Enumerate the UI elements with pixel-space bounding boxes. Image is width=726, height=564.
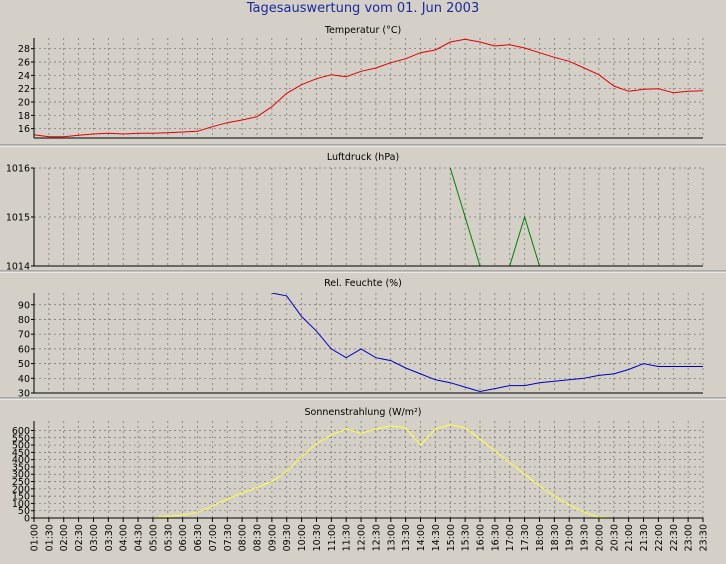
y-tick-label: 90	[18, 300, 30, 311]
y-tick-label: 0	[24, 514, 30, 525]
x-tick-label: 01:00	[30, 524, 41, 551]
x-tick-label: 16:00	[476, 524, 487, 551]
y-tick-label: 26	[18, 58, 30, 69]
x-tick-label: 04:30	[134, 524, 145, 551]
x-tick-label: 05:00	[148, 524, 159, 551]
series-line	[34, 38, 703, 138]
chart-panel-1: Temperatur (°C) 16 18 20 22 24 26 28	[18, 25, 704, 139]
y-tick-label: 400	[12, 455, 30, 466]
y-tick-label: 40	[18, 374, 30, 385]
y-tick-label: 200	[12, 484, 30, 495]
y-tick-label: 50	[18, 359, 30, 370]
series-line	[449, 168, 481, 266]
x-tick-label: 05:30	[163, 524, 174, 551]
x-tick-label: 03:00	[89, 524, 100, 551]
x-tick-label: 17:00	[505, 524, 516, 551]
chart-title: Luftdruck (hPa)	[327, 152, 399, 163]
x-tick-label: 21:00	[624, 524, 635, 551]
plot-area	[34, 293, 703, 393]
y-tick-label: 1014	[6, 262, 30, 273]
y-tick-label: 500	[12, 441, 30, 452]
x-tick-label: 17:30	[520, 524, 531, 551]
x-tick-label: 20:30	[609, 524, 620, 551]
x-tick-label: 16:30	[490, 524, 501, 551]
y-tick-label: 16	[18, 124, 30, 135]
x-tick-label: 07:00	[208, 524, 219, 551]
chart-title: Sonnenstrahlung (W/m²)	[305, 407, 422, 418]
x-tick-label: 12:30	[371, 524, 382, 551]
x-tick-label: 19:30	[580, 524, 591, 551]
x-tick-label: 10:00	[297, 524, 308, 551]
y-tick-label: 550	[12, 433, 30, 444]
x-tick-label: 11:30	[342, 524, 353, 551]
y-tick-label: 100	[12, 499, 30, 510]
y-tick-label: 30	[18, 389, 30, 400]
x-tick-label: 08:00	[238, 524, 249, 551]
chart-title: Temperatur (°C)	[324, 25, 401, 36]
x-tick-label: 15:30	[461, 524, 472, 551]
y-tick-label: 80	[18, 315, 30, 326]
y-tick-label: 300	[12, 470, 30, 481]
page-title: Tagesauswertung vom 01. Jun 2003	[246, 1, 480, 16]
x-tick-label: 15:00	[446, 524, 457, 551]
x-tick-label: 18:00	[535, 524, 546, 551]
y-tick-label: 600	[12, 426, 30, 437]
series-line	[509, 215, 540, 266]
x-tick-label: 22:00	[654, 524, 665, 551]
y-tick-label: 20	[18, 98, 30, 109]
x-tick-label: 09:30	[282, 524, 293, 551]
x-tick-label: 01:30	[44, 524, 55, 551]
chart-title: Rel. Feuchte (%)	[324, 278, 402, 289]
x-tick-label: 21:30	[639, 524, 650, 551]
x-tick-label: 11:00	[327, 524, 338, 551]
y-tick-label: 18	[18, 111, 30, 122]
y-tick-label: 24	[18, 71, 30, 82]
y-tick-label: 250	[12, 477, 30, 488]
x-tick-label: 02:00	[59, 524, 70, 551]
y-tick-label: 1015	[6, 213, 30, 224]
plot-area	[34, 38, 703, 138]
x-tick-label: 23:00	[684, 524, 695, 551]
x-tick-label: 14:30	[431, 524, 442, 551]
plot-area	[34, 421, 703, 518]
x-tick-label: 13:30	[401, 524, 412, 551]
x-tick-label: 04:00	[119, 524, 130, 551]
chart-panel-3: Rel. Feuchte (%) 30 40 50 60 70 80 90	[18, 278, 704, 400]
y-tick-label: 22	[18, 84, 30, 95]
x-tick-label: 12:00	[357, 524, 368, 551]
x-tick-label: 06:30	[193, 524, 204, 551]
x-tick-label: 02:30	[74, 524, 85, 551]
x-tick-label: 03:30	[104, 524, 115, 551]
y-tick-label: 50	[18, 506, 30, 517]
x-tick-label: 09:00	[267, 524, 278, 551]
series-line	[152, 424, 614, 518]
x-tick-label: 14:00	[416, 524, 427, 551]
x-tick-label: 08:30	[253, 524, 264, 551]
y-tick-label: 1016	[6, 164, 30, 175]
y-tick-label: 150	[12, 492, 30, 503]
y-tick-label: 70	[18, 330, 30, 341]
y-tick-label: 350	[12, 462, 30, 473]
x-tick-label: 19:00	[565, 524, 576, 551]
x-tick-label: 23:30	[699, 524, 710, 551]
x-tick-label: 10:30	[312, 524, 323, 551]
x-tick-label: 18:30	[550, 524, 561, 551]
y-tick-label: 450	[12, 448, 30, 459]
y-tick-label: 28	[18, 44, 30, 55]
x-tick-label: 06:00	[178, 524, 189, 551]
x-tick-label: 07:30	[223, 524, 234, 551]
series-line	[271, 293, 703, 393]
x-tick-label: 20:00	[594, 524, 605, 551]
chart-panel-4: Sonnenstrahlung (W/m²) 050100150200250300…	[12, 407, 704, 525]
x-tick-label: 13:00	[386, 524, 397, 551]
y-tick-label: 60	[18, 344, 30, 355]
x-tick-label: 22:30	[669, 524, 680, 551]
chart-panel-2: Luftdruck (hPa) 1014 1015 1016	[6, 152, 704, 273]
